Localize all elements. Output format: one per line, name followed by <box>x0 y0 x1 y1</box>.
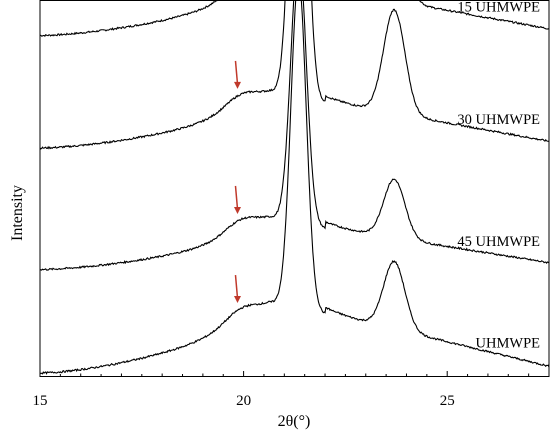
arrow-010-line-3 <box>234 274 239 299</box>
series-line-1 <box>39 0 550 150</box>
series-line-0 <box>39 0 550 38</box>
arrow-010-line-1 <box>234 60 239 84</box>
x-tick-label-20: 20 <box>236 393 251 409</box>
x-tick-label-15: 15 <box>33 393 48 409</box>
plot-frame <box>39 0 550 377</box>
series-label-2: 45 UHMWPE <box>457 234 540 250</box>
x-tick-label-25: 25 <box>440 393 455 409</box>
arrow-010-head-3 <box>233 296 241 304</box>
arrow-010-head-1 <box>233 81 241 89</box>
series-line-2 <box>39 0 550 271</box>
x-axis-ticks: 15 20 25 <box>33 371 550 409</box>
arrow-010-line-2 <box>234 185 239 210</box>
series-label-3: UHMWPE <box>476 335 541 351</box>
series-label-0: 15 UHMWPE <box>457 0 540 16</box>
series-line-3 <box>39 0 550 375</box>
arrow-010-head-2 <box>233 206 241 214</box>
x-axis-label: 2θ(°) <box>278 413 311 430</box>
series-label-1: 30 UHMWPE <box>457 112 540 128</box>
y-axis-label: Intensity <box>9 185 26 241</box>
plot-area <box>39 0 550 375</box>
